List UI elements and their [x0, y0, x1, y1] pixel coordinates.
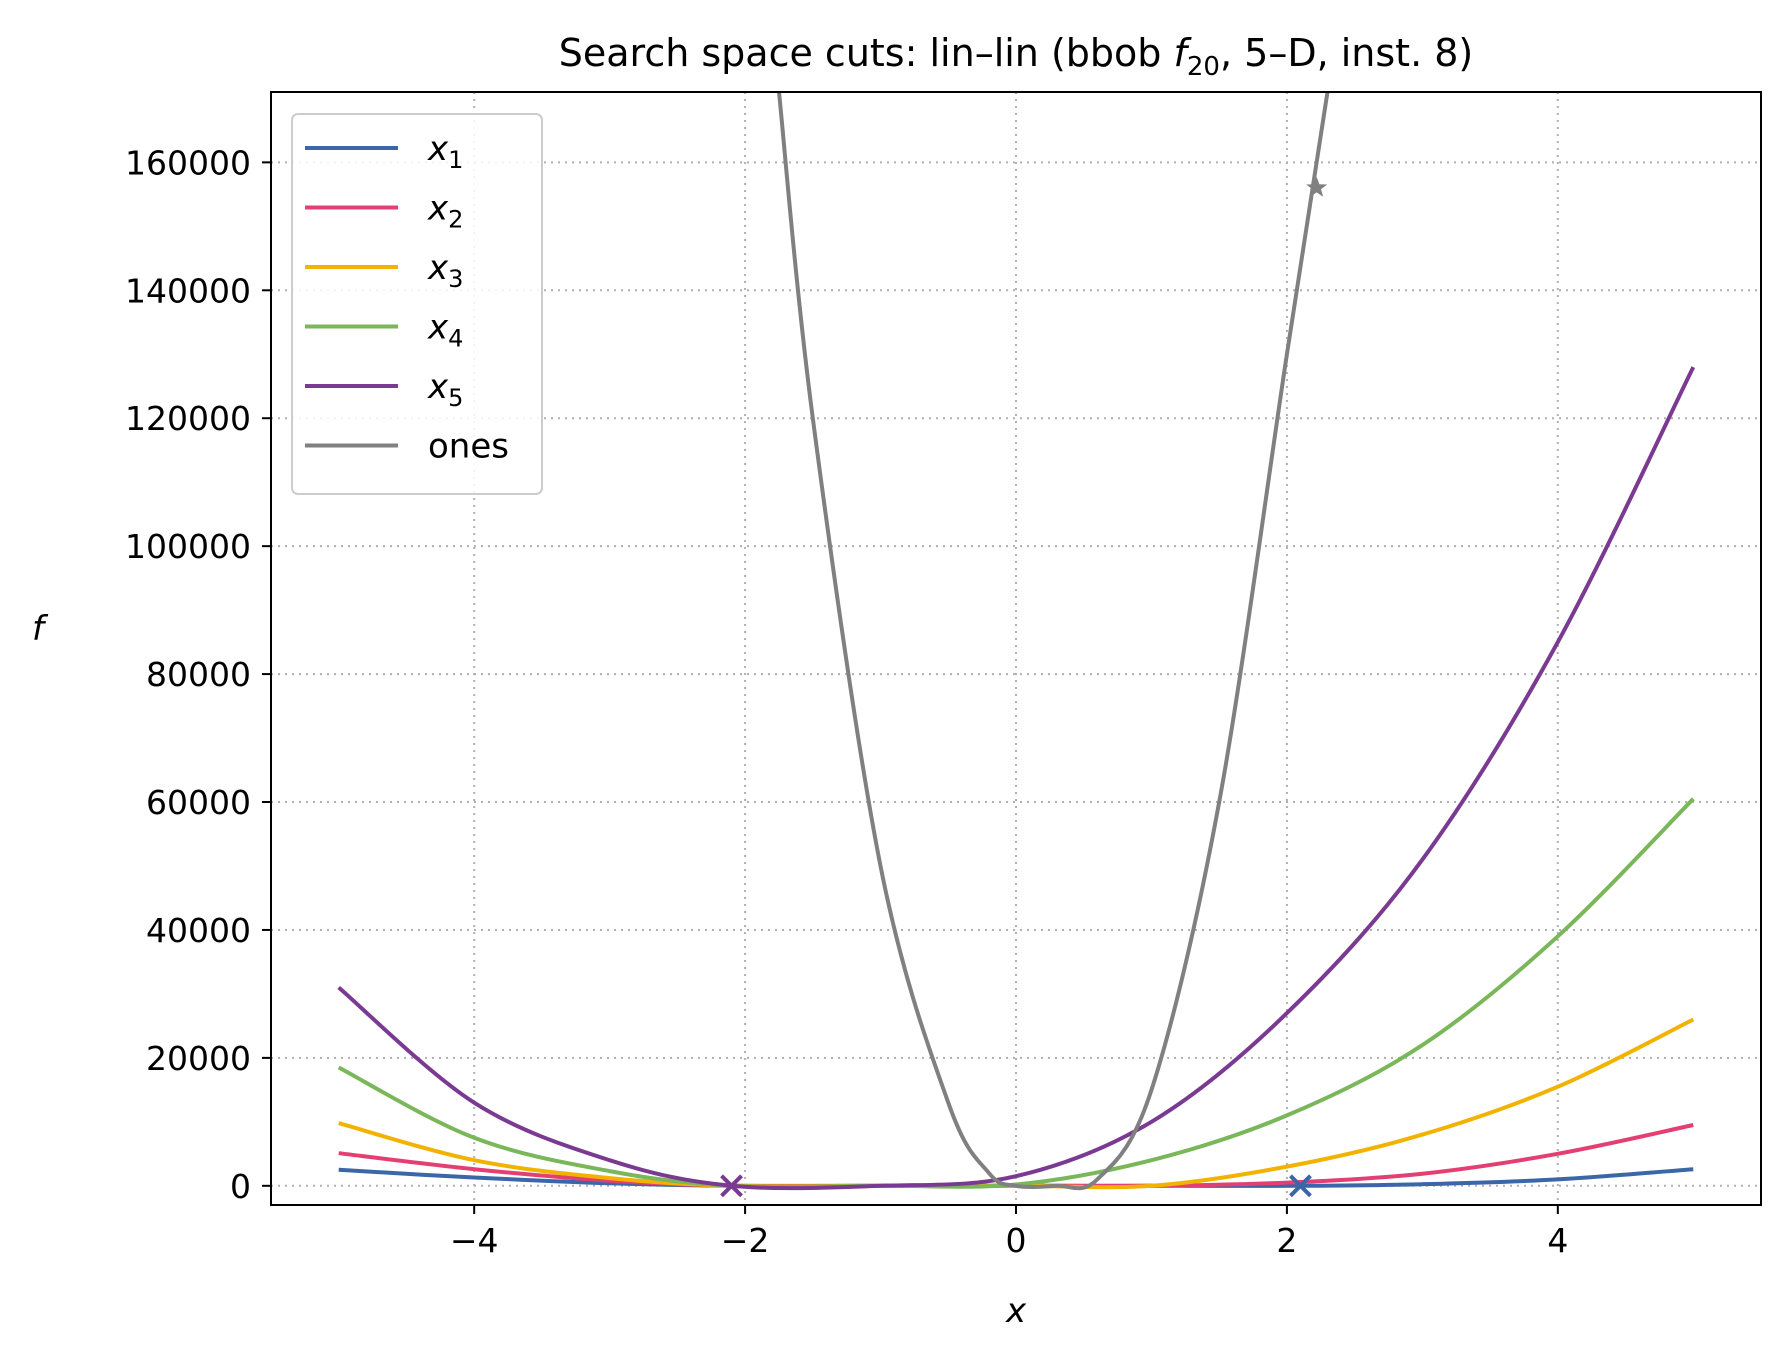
y-tick-label: 0	[230, 1167, 251, 1206]
legend-label: x4	[427, 308, 463, 353]
axis-ticks: −4 −2 0 2 4 0 20000 40000 60000 80000 100000 120000…	[125, 143, 1568, 1260]
legend-entry-x3: x3	[305, 248, 463, 293]
legend-entry-x1: x1	[305, 129, 463, 174]
legend-label: x3	[427, 248, 463, 293]
y-tick-label: 20000	[146, 1039, 251, 1078]
y-tick-label: 80000	[146, 655, 251, 694]
legend-entry-x5: x5	[305, 367, 463, 412]
series-line-ones	[777, 92, 1330, 1191]
y-tick-label: 60000	[146, 783, 251, 822]
y-axis-label: f	[32, 609, 49, 649]
legend-label: x2	[427, 189, 463, 234]
marker-group	[720, 176, 1328, 1198]
series-line-x4	[337, 797, 1695, 1189]
legend-label: ones	[428, 427, 509, 467]
x-tick-label: −2	[721, 1221, 770, 1260]
x-tick-label: 0	[1006, 1221, 1027, 1260]
x-axis-label: x	[1005, 1291, 1027, 1331]
legend-label: x5	[427, 367, 463, 412]
x-tick-label: −4	[450, 1221, 499, 1260]
legend-entry-ones: ones	[305, 427, 509, 467]
x-tick-label: 4	[1547, 1221, 1568, 1260]
legend-entry-x2: x2	[305, 189, 463, 234]
x-marker	[1289, 1174, 1312, 1198]
y-tick-label: 140000	[125, 271, 251, 310]
legend-entry-x4: x4	[305, 308, 463, 353]
y-tick-label: 120000	[125, 399, 251, 438]
series-line-x5	[337, 366, 1696, 1191]
series-group	[337, 92, 1696, 1191]
y-tick-label: 100000	[125, 527, 251, 566]
x-marker	[720, 1174, 743, 1198]
star-marker	[1306, 176, 1328, 197]
legend-label: x1	[427, 129, 463, 174]
y-tick-label: 40000	[146, 911, 251, 950]
chart-title: Search space cuts: lin–lin (bbob f20, 5–…	[559, 31, 1474, 82]
y-tick-label: 160000	[125, 143, 251, 182]
x-tick-label: 2	[1276, 1221, 1297, 1260]
legend: x1 x2 x3 x4 x5 ones	[291, 113, 543, 495]
